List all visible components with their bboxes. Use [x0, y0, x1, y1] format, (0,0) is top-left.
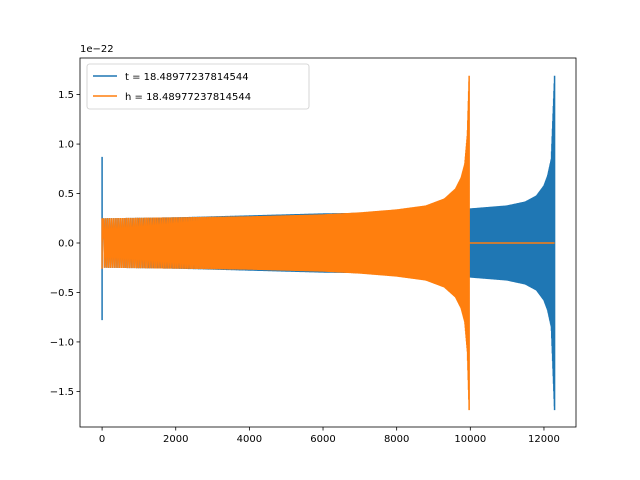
y-offset-text: 1e−22	[80, 44, 114, 55]
axes: 0 2000 4000 6000 8000 10000 12000 −1.5 −1.0 −0.5 0…	[50, 57, 577, 445]
plot-area	[101, 75, 556, 411]
x-tick-label: 8000	[384, 434, 409, 445]
x-tick-label: 0	[99, 434, 105, 445]
y-tick-label: 0.5	[58, 189, 74, 200]
legend-label: h = 18.48977237814544	[125, 92, 251, 103]
legend-box	[86, 63, 310, 110]
series-h	[101, 75, 555, 411]
x-tick-label: 10000	[454, 434, 486, 445]
y-tick-label: −1.5	[50, 387, 74, 398]
x-tick-label: 4000	[237, 434, 262, 445]
legend-label: t = 18.48977237814544	[125, 72, 249, 83]
y-tick-label: −0.5	[50, 288, 74, 299]
axes-frame	[79, 57, 577, 428]
y-tick-label: 1.5	[58, 90, 74, 101]
y-tick-label: 0.0	[58, 238, 74, 249]
y-tick-label: −1.0	[50, 337, 74, 348]
y-tick-label: 1.0	[58, 140, 74, 151]
legend: t = 18.48977237814544 h = 18.489772378145…	[86, 63, 310, 110]
x-tick-label: 2000	[163, 434, 188, 445]
series-line	[101, 75, 555, 411]
x-tick-label: 6000	[310, 434, 335, 445]
x-tick-label: 12000	[528, 434, 560, 445]
